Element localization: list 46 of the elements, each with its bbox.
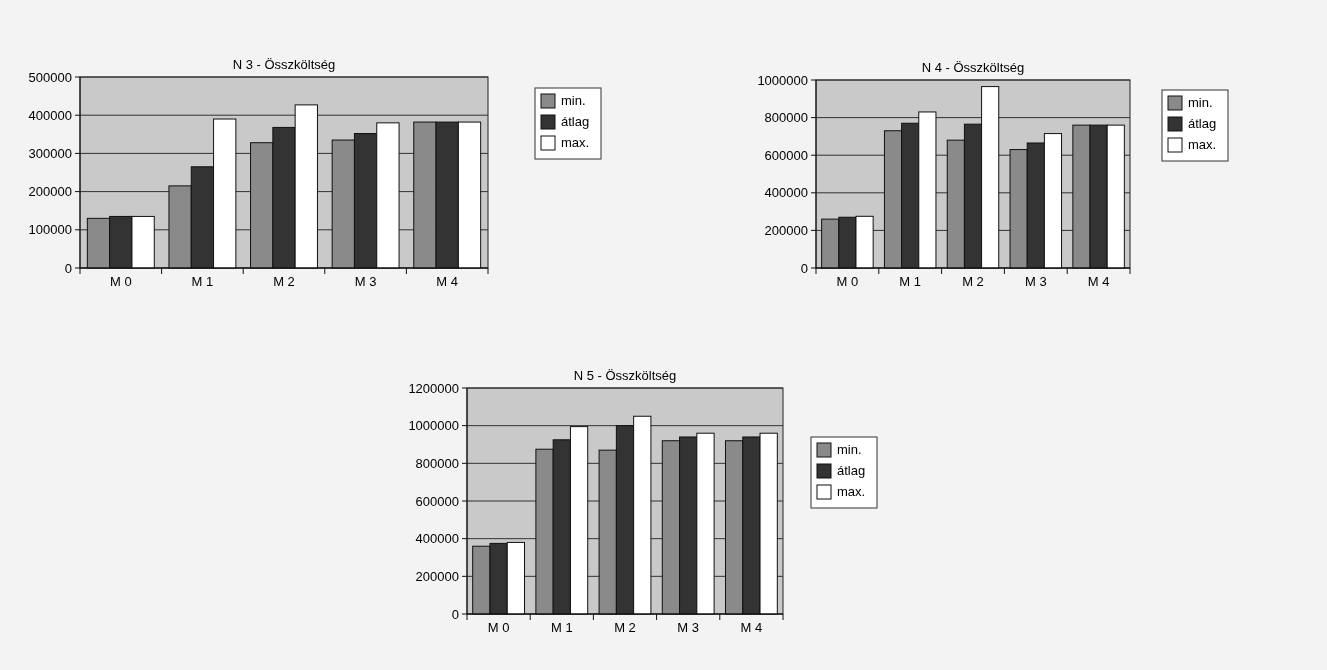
x-tick-label: M 0	[836, 274, 859, 289]
y-tick-label: 400000	[28, 107, 72, 123]
y-tick-label: 0	[64, 260, 72, 276]
y-tick-label: 400000	[764, 185, 808, 201]
y-tick-label: 600000	[764, 147, 808, 163]
x-tick-label: M 0	[109, 274, 132, 289]
x-tick-label: M 3	[677, 620, 700, 635]
x-tick-label: M 2	[614, 620, 636, 635]
y-tick-label: 200000	[764, 222, 808, 238]
x-tick-label: M 3	[354, 274, 377, 289]
y-tick-label: 100000	[28, 222, 72, 238]
legend-label: max.	[837, 484, 866, 499]
x-tick-label: M 2	[273, 274, 295, 289]
chart-title: N 3 - Összköltség	[232, 57, 336, 72]
legend-label: max.	[561, 135, 590, 150]
legend-label: min.	[837, 442, 862, 457]
x-tick-label: M 1	[899, 274, 922, 289]
y-tick-label: 0	[451, 606, 459, 622]
x-tick-label: M 1	[191, 274, 214, 289]
y-tick-label: 1200000	[408, 380, 459, 396]
x-tick-label: M 0	[487, 620, 510, 635]
y-tick-label: 0	[800, 260, 808, 276]
y-tick-label: 800000	[764, 110, 808, 126]
x-tick-label: M 2	[962, 274, 984, 289]
chart-title: N 5 - Összköltség	[573, 368, 677, 383]
legend-label: min.	[1188, 95, 1213, 110]
y-tick-label: 200000	[28, 184, 72, 200]
y-tick-label: 800000	[415, 455, 459, 471]
y-tick-label: 1000000	[408, 418, 459, 434]
y-tick-label: 600000	[415, 493, 459, 509]
x-tick-label: M 3	[1024, 274, 1047, 289]
x-tick-label: M 4	[436, 274, 459, 289]
y-tick-label: 300000	[28, 145, 72, 161]
legend-label: átlag	[837, 463, 866, 478]
x-tick-label: M 4	[1087, 274, 1110, 289]
chart-title: N 4 - Összköltség	[921, 60, 1025, 75]
y-tick-label: 500000	[28, 69, 72, 85]
legend-label: max.	[1188, 137, 1217, 152]
legend-label: átlag	[561, 114, 590, 129]
y-tick-label: 1000000	[757, 72, 808, 88]
y-tick-label: 400000	[415, 531, 459, 547]
x-tick-label: M 1	[550, 620, 573, 635]
legend-label: átlag	[1188, 116, 1217, 131]
legend-label: min.	[561, 93, 586, 108]
x-tick-label: M 4	[740, 620, 763, 635]
y-tick-label: 200000	[415, 568, 459, 584]
